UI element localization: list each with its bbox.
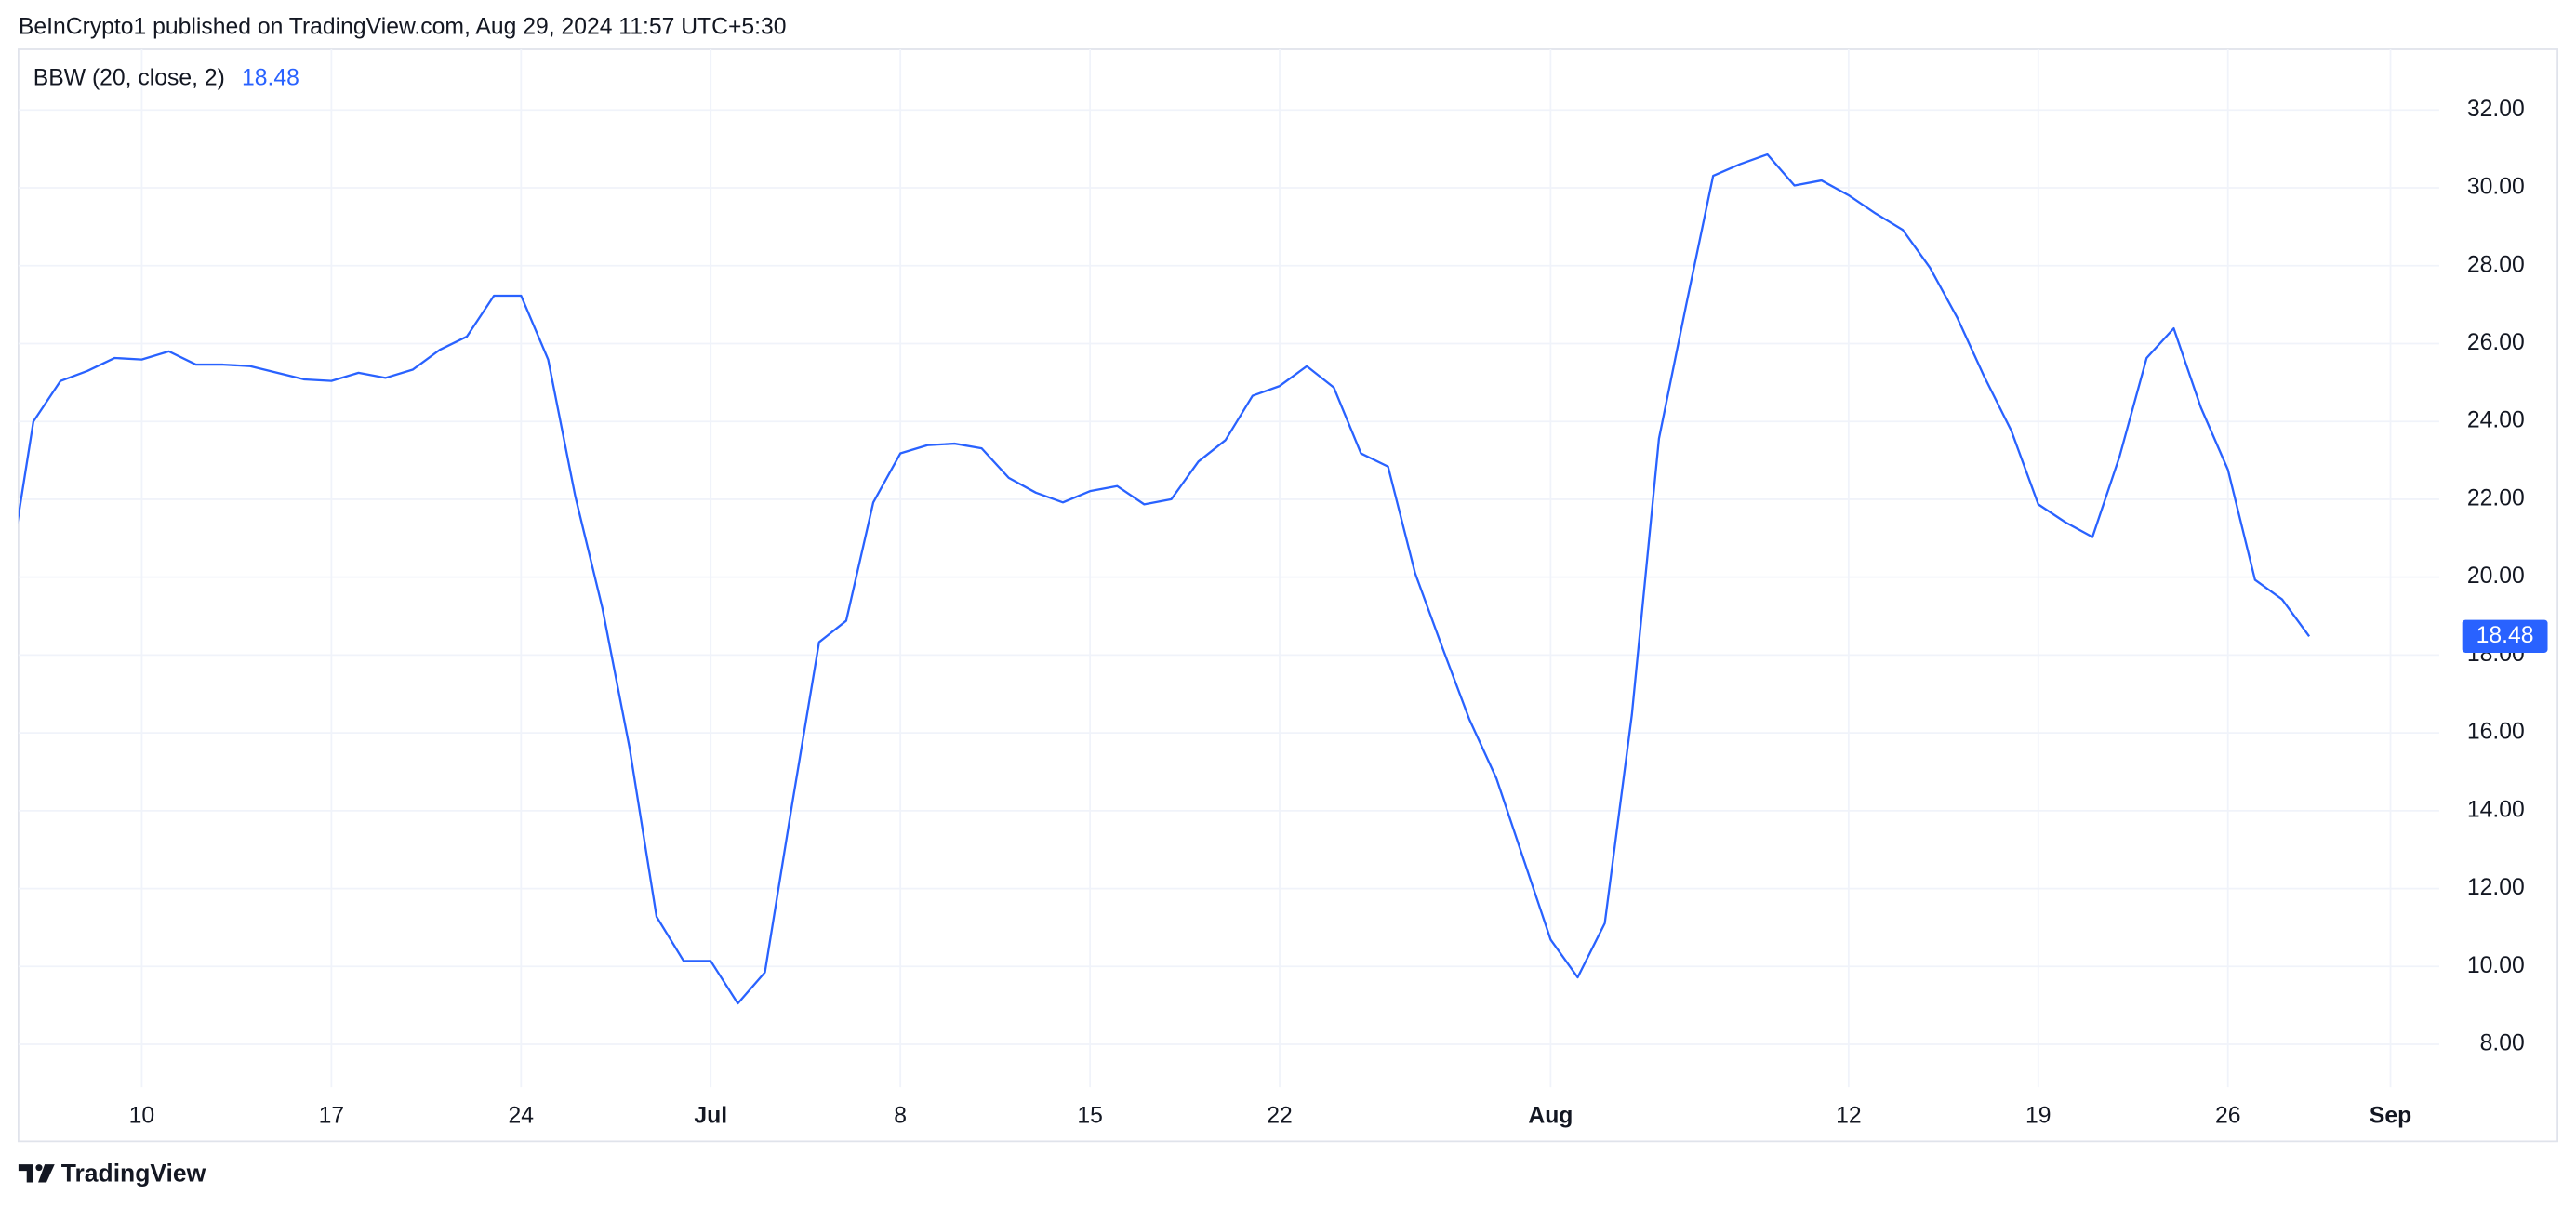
footer-logo bbox=[18, 1164, 55, 1183]
x-tick-label: 10 bbox=[129, 1103, 155, 1128]
y-tick-label: 14.00 bbox=[2467, 797, 2525, 822]
x-tick-label: 26 bbox=[2215, 1103, 2241, 1128]
y-tick-label: 8.00 bbox=[2480, 1031, 2525, 1056]
last-value-badge bbox=[2462, 619, 2548, 653]
labels: 8.0010.0012.0014.0016.0018.0020.0022.002… bbox=[129, 97, 2548, 1128]
grid bbox=[18, 48, 2439, 1088]
legend-name: BBW (20, close, 2) bbox=[33, 65, 225, 90]
x-tick-label: Aug bbox=[1528, 1103, 1573, 1128]
y-tick-label: 32.00 bbox=[2467, 97, 2525, 122]
x-tick-label: 12 bbox=[1836, 1103, 1862, 1128]
footer: TradingView bbox=[61, 1160, 206, 1187]
x-tick-label: 15 bbox=[1077, 1103, 1103, 1128]
y-tick-label: 30.00 bbox=[2467, 175, 2525, 200]
y-tick-label: 20.00 bbox=[2467, 564, 2525, 589]
x-tick-label: 22 bbox=[1267, 1103, 1293, 1128]
plot bbox=[18, 153, 2311, 1005]
y-tick-label: 28.00 bbox=[2467, 252, 2525, 277]
data-line bbox=[18, 153, 2311, 1005]
y-tick-label: 22.00 bbox=[2467, 485, 2525, 511]
x-tick-label: Sep bbox=[2370, 1103, 2411, 1128]
chart-frame bbox=[18, 48, 2558, 1143]
y-tick-label: 24.00 bbox=[2467, 408, 2525, 433]
y-tick-label: 10.00 bbox=[2467, 953, 2525, 978]
x-tick-label: 19 bbox=[2025, 1103, 2052, 1128]
x-tick-label: 8 bbox=[894, 1103, 907, 1128]
y-tick-label: 16.00 bbox=[2467, 720, 2525, 745]
last-value-label: 18.48 bbox=[2476, 623, 2534, 648]
y-tick-label: 26.00 bbox=[2467, 330, 2525, 355]
x-tick-label: 17 bbox=[319, 1103, 345, 1128]
header: BeInCrypto1 published on TradingView.com… bbox=[19, 15, 787, 40]
x-tick-label: 24 bbox=[509, 1103, 535, 1128]
y-tick-label: 12.00 bbox=[2467, 875, 2525, 900]
legend-value: 18.48 bbox=[242, 65, 299, 90]
x-tick-label: Jul bbox=[694, 1103, 727, 1128]
